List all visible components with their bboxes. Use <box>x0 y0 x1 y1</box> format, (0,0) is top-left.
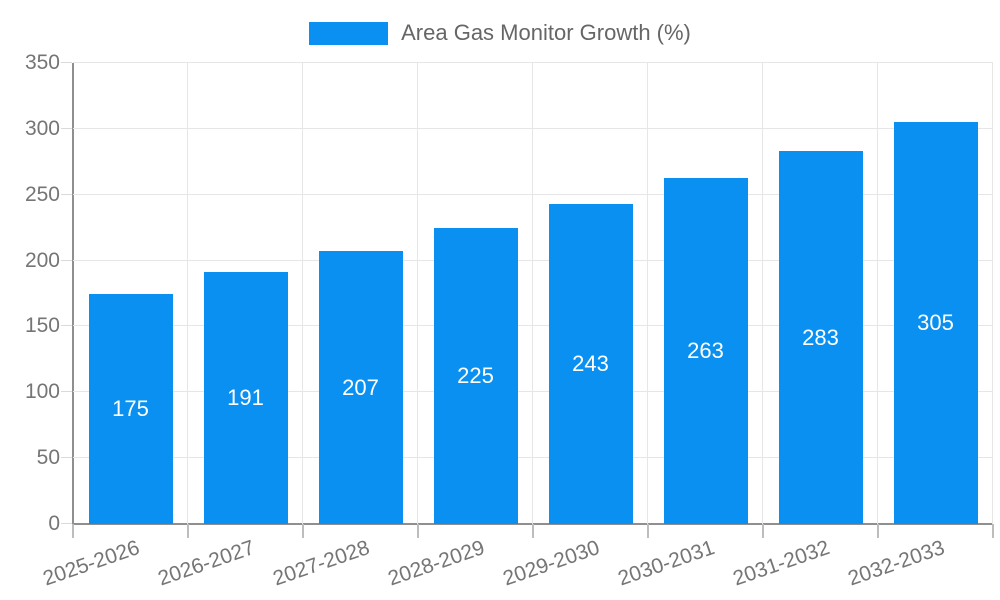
x-tick-label: 2028-2029 <box>385 536 488 591</box>
y-tick-mark <box>61 259 72 261</box>
legend-label: Area Gas Monitor Growth (%) <box>401 20 691 45</box>
y-tick-mark <box>61 391 72 393</box>
bar-value-label: 225 <box>457 362 494 388</box>
plot-right-border <box>992 63 993 524</box>
y-axis-line <box>72 63 74 524</box>
y-tick-label: 150 <box>24 314 60 338</box>
bar-value-label: 263 <box>687 337 724 363</box>
x-tick-mark <box>187 524 189 538</box>
y-tick-mark <box>61 127 72 129</box>
legend[interactable]: Area Gas Monitor Growth (%) <box>0 20 1000 46</box>
gridline <box>73 62 993 63</box>
gridline <box>73 193 993 195</box>
x-tick-mark <box>762 524 764 538</box>
y-tick-mark <box>61 457 72 459</box>
x-tick-mark <box>992 524 994 538</box>
x-tick-label: 2026-2027 <box>155 536 258 591</box>
x-tick-label: 2027-2028 <box>270 536 373 591</box>
bar-value-label: 305 <box>917 310 954 336</box>
x-tick-mark <box>532 524 534 538</box>
bar[interactable]: 175 <box>88 293 173 524</box>
gridline <box>762 63 763 524</box>
gridline <box>647 63 648 524</box>
y-tick-label: 250 <box>24 182 60 206</box>
x-tick-label: 2025-2026 <box>40 536 143 591</box>
x-tick-mark <box>72 524 74 538</box>
x-tick-label: 2030-2031 <box>615 536 718 591</box>
bar[interactable]: 207 <box>318 251 403 524</box>
gridline <box>187 63 188 524</box>
gridline <box>73 457 993 459</box>
x-tick-label: 2032-2033 <box>845 536 948 591</box>
bar-value-label: 207 <box>342 374 379 400</box>
bar[interactable]: 225 <box>433 227 518 524</box>
bar[interactable]: 243 <box>548 203 633 524</box>
bar-value-label: 175 <box>112 395 149 421</box>
bar-value-label: 191 <box>227 385 264 411</box>
bar[interactable]: 191 <box>203 272 288 524</box>
gridline <box>73 391 993 393</box>
y-tick-label: 350 <box>24 51 60 74</box>
x-tick-label: 2029-2030 <box>500 536 603 591</box>
bar-value-label: 283 <box>802 324 839 350</box>
y-tick-label: 100 <box>24 380 60 404</box>
plot-area: 175 191 207 225 243 263 283 305 <box>61 62 993 524</box>
bar[interactable]: 283 <box>778 151 863 524</box>
bar-value-label: 243 <box>572 350 609 376</box>
x-tick-mark <box>417 524 419 538</box>
gridline <box>877 63 878 524</box>
x-tick-mark <box>877 524 879 538</box>
x-tick-mark <box>647 524 649 538</box>
y-tick-mark <box>61 193 72 195</box>
y-tick-mark <box>61 523 72 524</box>
bar[interactable]: 263 <box>663 177 748 524</box>
gridline <box>417 63 418 524</box>
x-tick-label: 2031-2032 <box>730 536 833 591</box>
gridline <box>532 63 533 524</box>
y-tick-label: 300 <box>24 116 60 140</box>
y-tick-mark <box>61 325 72 327</box>
y-tick-mark <box>61 62 72 63</box>
gridline <box>73 325 993 327</box>
legend-swatch-icon <box>309 21 389 45</box>
y-tick-label: 50 <box>36 446 60 470</box>
gridline <box>302 63 303 524</box>
bar[interactable]: 305 <box>893 122 978 524</box>
gridline <box>73 127 993 129</box>
y-tick-label: 0 <box>48 512 60 535</box>
x-tick-mark <box>302 524 304 538</box>
y-tick-label: 200 <box>24 248 60 272</box>
gridline <box>73 259 993 261</box>
